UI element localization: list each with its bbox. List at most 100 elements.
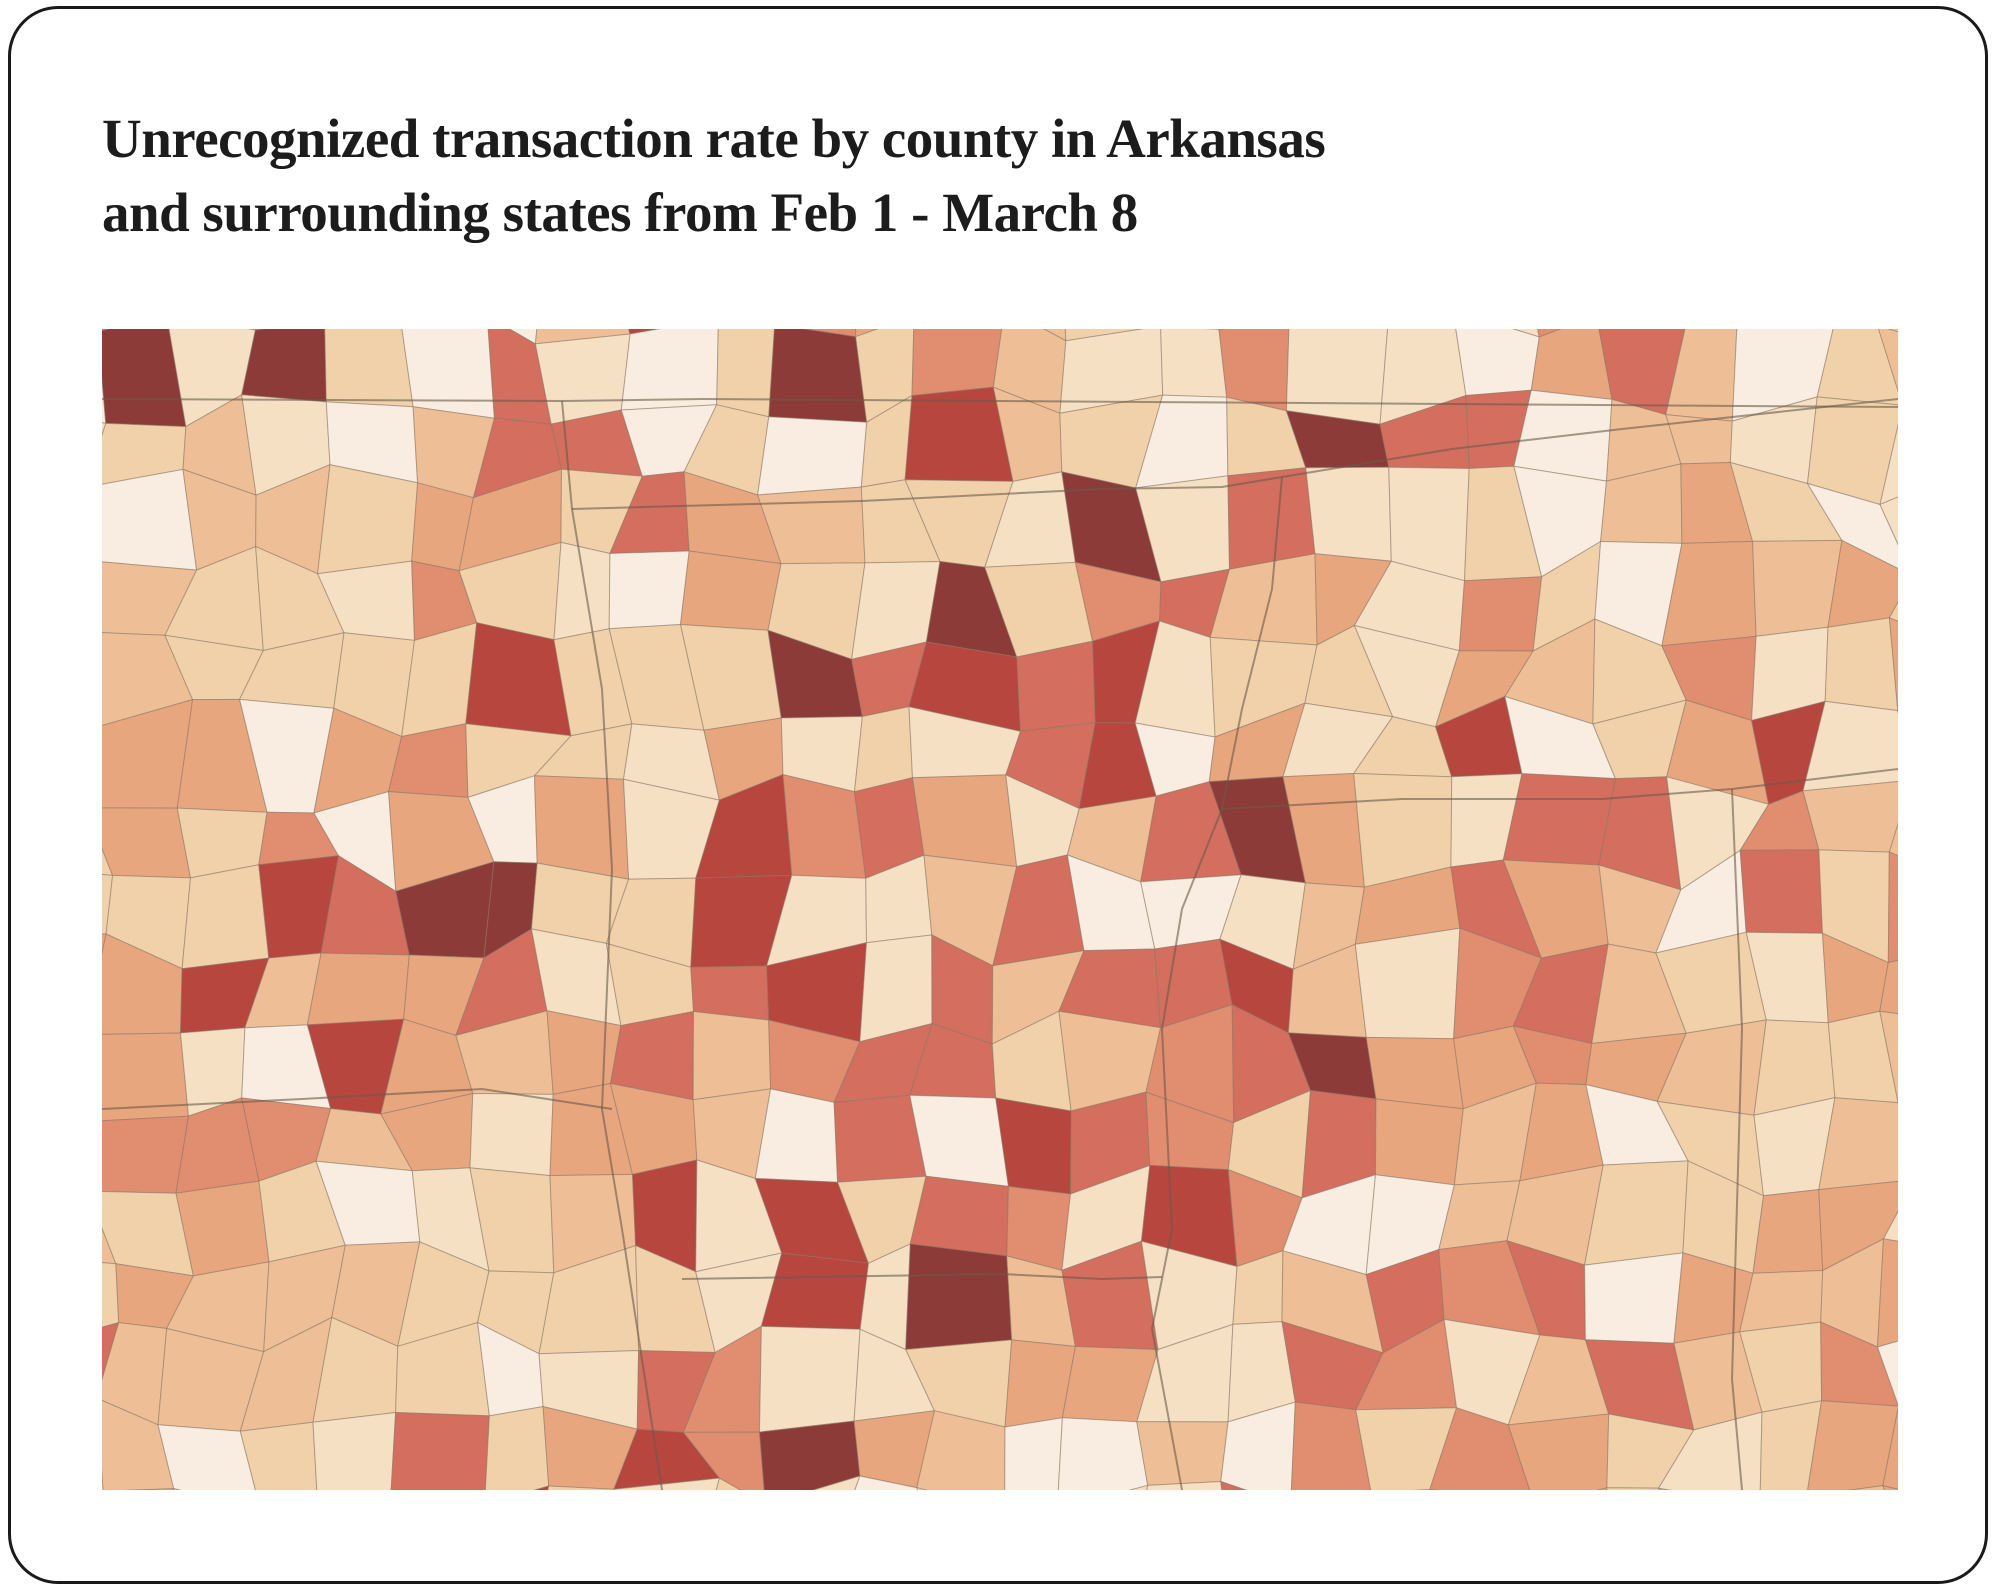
county	[239, 1421, 318, 1490]
county	[312, 1411, 397, 1490]
county	[909, 1175, 1010, 1257]
county	[306, 952, 410, 1026]
title-line: Unrecognized transaction rate by county …	[102, 108, 1326, 169]
county	[175, 1180, 270, 1277]
state-border	[681, 1272, 1163, 1281]
county	[682, 1431, 765, 1490]
county	[124, 1488, 175, 1490]
county	[905, 1243, 1013, 1351]
county	[1888, 617, 1898, 712]
county	[1057, 1417, 1149, 1490]
county	[1290, 1401, 1372, 1490]
county	[181, 864, 270, 970]
county	[1004, 1417, 1063, 1490]
county	[1888, 601, 1898, 622]
county-map	[102, 329, 1898, 1490]
county	[324, 329, 414, 408]
county	[1354, 927, 1461, 1040]
counties	[102, 329, 1898, 1490]
county	[1530, 329, 1613, 400]
county	[1879, 1010, 1898, 1104]
county	[916, 1410, 1006, 1490]
county	[1305, 466, 1392, 562]
county	[484, 1406, 550, 1490]
county	[1879, 423, 1898, 506]
county	[608, 550, 690, 630]
county	[317, 464, 419, 575]
county	[1739, 849, 1824, 934]
county	[157, 1424, 256, 1490]
county	[1876, 1340, 1898, 1407]
county	[613, 1477, 721, 1490]
county	[546, 1010, 622, 1095]
county	[1606, 1487, 1660, 1490]
county	[715, 1477, 742, 1490]
county	[469, 1092, 554, 1177]
county	[1220, 1401, 1296, 1490]
county	[692, 1010, 772, 1101]
county	[854, 1475, 919, 1490]
county	[1739, 1269, 1824, 1333]
county	[1882, 1484, 1898, 1490]
county	[401, 329, 495, 419]
county	[1827, 1010, 1898, 1104]
county	[1502, 773, 1616, 866]
county	[241, 329, 327, 403]
county	[1752, 1189, 1824, 1274]
county	[758, 1325, 861, 1433]
county	[758, 1420, 861, 1490]
county	[1657, 1487, 1672, 1490]
county	[1429, 1407, 1531, 1490]
county	[1824, 617, 1898, 712]
state-border	[571, 398, 1898, 510]
county	[1374, 1098, 1464, 1186]
county	[1759, 1400, 1823, 1490]
state-border	[1221, 768, 1898, 810]
county	[533, 1485, 550, 1490]
county	[1160, 329, 1228, 398]
county	[757, 416, 868, 496]
county	[1596, 1487, 1608, 1490]
county	[1285, 329, 1389, 425]
county	[1818, 1097, 1898, 1191]
county	[1802, 780, 1898, 853]
county	[390, 1411, 490, 1490]
county	[553, 541, 611, 641]
county	[1879, 959, 1898, 1015]
state-border	[102, 397, 1898, 408]
county	[1847, 1485, 1885, 1490]
county	[853, 706, 914, 793]
county	[1876, 1238, 1898, 1348]
state-borders	[102, 397, 1898, 1490]
county	[102, 468, 198, 571]
county	[1887, 851, 1898, 964]
county	[690, 965, 770, 1021]
state-border	[1150, 476, 1283, 1490]
county	[716, 329, 775, 418]
county	[1820, 1321, 1898, 1407]
county	[172, 1487, 182, 1490]
county	[533, 775, 630, 880]
county	[1882, 1406, 1898, 1490]
county	[679, 550, 782, 631]
county	[547, 1485, 615, 1490]
county	[102, 1115, 190, 1194]
county	[1806, 482, 1898, 570]
county	[1458, 576, 1543, 652]
county	[1128, 1484, 1149, 1490]
county	[911, 774, 1018, 868]
county	[1802, 700, 1898, 792]
county	[1882, 1210, 1898, 1242]
chart-title: Unrecognized transaction rate by county …	[102, 102, 1326, 250]
county	[916, 1486, 928, 1490]
county	[620, 329, 719, 411]
county	[811, 1475, 861, 1490]
county	[1888, 822, 1898, 857]
county	[1016, 640, 1096, 732]
county	[1429, 1488, 1437, 1490]
county	[911, 329, 1003, 397]
county	[859, 934, 933, 1043]
county	[1879, 496, 1898, 546]
county	[1584, 1252, 1684, 1344]
county	[768, 329, 868, 423]
